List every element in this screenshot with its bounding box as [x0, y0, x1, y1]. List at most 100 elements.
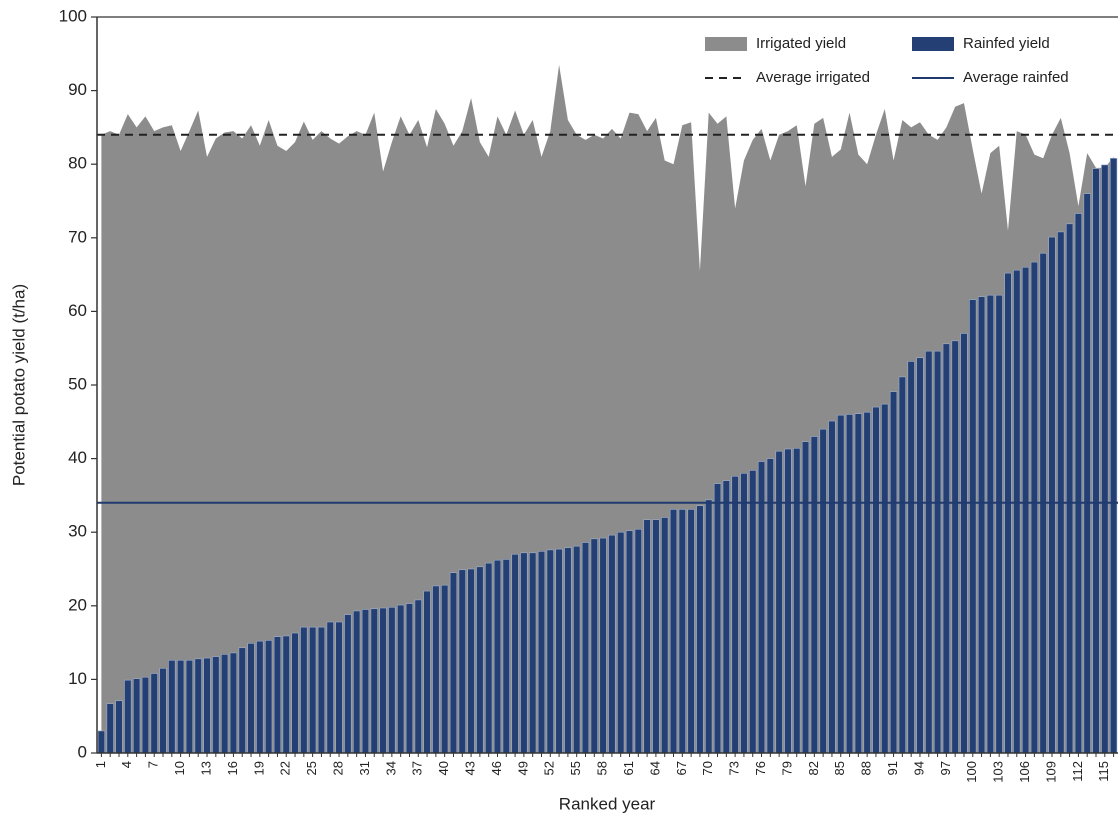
bar — [757, 461, 766, 754]
bar — [405, 603, 414, 754]
bar — [1048, 236, 1056, 754]
x-tick-label: 82 — [806, 761, 821, 775]
x-tick-label: 70 — [700, 761, 715, 775]
legend-swatch — [912, 37, 954, 51]
bar — [493, 559, 502, 754]
y-axis-title: Potential potato yield (t/ha) — [9, 284, 28, 486]
y-tick-label: 90 — [68, 80, 87, 99]
bar — [264, 640, 273, 754]
bar — [933, 350, 942, 754]
bar — [132, 678, 141, 754]
bar — [353, 610, 361, 754]
bar — [124, 679, 132, 754]
bar — [212, 656, 220, 754]
bar — [749, 470, 757, 754]
bar — [590, 538, 598, 754]
bar — [344, 614, 352, 754]
bar — [643, 519, 651, 754]
bar — [291, 632, 299, 754]
bar — [220, 654, 229, 754]
bar — [546, 549, 554, 754]
x-tick-label: 10 — [172, 761, 187, 775]
x-tick-label: 79 — [779, 761, 794, 775]
y-tick-label: 100 — [59, 6, 87, 25]
bar — [652, 519, 660, 754]
y-tick-label: 0 — [78, 742, 87, 761]
bar — [960, 333, 968, 754]
bar — [194, 658, 202, 754]
x-tick-label: 94 — [911, 761, 926, 775]
bar — [388, 606, 396, 754]
bar — [1065, 223, 1074, 754]
legend-label: Irrigated yield — [756, 35, 846, 52]
bar — [441, 584, 449, 754]
bar — [247, 643, 255, 754]
bar — [520, 552, 528, 754]
bar — [599, 537, 607, 754]
bar — [581, 542, 590, 754]
bar — [942, 343, 951, 754]
bar — [370, 608, 378, 754]
legend-label: Average rainfed — [963, 69, 1069, 86]
bar — [793, 447, 801, 754]
bar — [423, 590, 431, 754]
x-tick-label: 22 — [278, 761, 293, 775]
bar — [1083, 193, 1091, 754]
x-tick-label: 76 — [753, 761, 768, 775]
bar — [617, 531, 625, 754]
bar — [854, 413, 862, 754]
bar — [775, 450, 783, 754]
bar — [1074, 213, 1083, 754]
bar — [467, 568, 475, 754]
bar — [863, 411, 871, 754]
bar — [810, 436, 818, 754]
x-axis-title: Ranked year — [559, 794, 656, 813]
x-tick-label: 61 — [621, 761, 636, 775]
legend-label: Average irrigated — [756, 69, 870, 86]
bar — [1057, 231, 1065, 754]
bar — [537, 551, 546, 754]
bar — [185, 659, 194, 754]
x-tick-label: 1 — [93, 761, 108, 768]
bar — [397, 604, 405, 754]
bar — [784, 448, 792, 754]
bar — [238, 647, 246, 754]
x-tick-label: 34 — [383, 761, 398, 775]
legend-swatch — [705, 37, 747, 51]
x-tick-label: 49 — [515, 761, 530, 775]
y-tick-label: 80 — [68, 154, 87, 173]
x-tick-label: 115 — [1096, 761, 1111, 782]
x-tick-label: 58 — [595, 761, 610, 775]
bar — [335, 621, 343, 754]
bar — [898, 376, 907, 754]
bar — [916, 357, 924, 754]
bar — [986, 294, 995, 754]
bar — [845, 414, 854, 754]
bar — [317, 626, 326, 754]
bar — [511, 553, 519, 754]
bar — [449, 572, 458, 754]
bar — [740, 473, 748, 754]
bar — [705, 499, 713, 754]
x-tick-label: 37 — [410, 761, 425, 775]
bar — [159, 668, 167, 754]
bar — [361, 609, 370, 754]
bar — [713, 483, 722, 754]
x-tick-label: 7 — [146, 761, 161, 768]
x-tick-label: 52 — [542, 761, 557, 775]
y-tick-label: 20 — [68, 595, 87, 614]
bar — [1092, 168, 1100, 754]
y-tick-label: 70 — [68, 227, 87, 246]
bar — [907, 361, 915, 754]
bar — [995, 294, 1003, 754]
x-tick-label: 13 — [198, 761, 213, 775]
bar — [115, 700, 123, 754]
x-tick-label: 103 — [991, 761, 1006, 783]
x-tick-label: 46 — [489, 761, 504, 775]
bar — [1021, 266, 1030, 754]
y-tick-label: 30 — [68, 522, 87, 541]
bar — [203, 657, 211, 754]
bar — [819, 428, 827, 754]
x-tick-label: 112 — [1070, 761, 1085, 782]
